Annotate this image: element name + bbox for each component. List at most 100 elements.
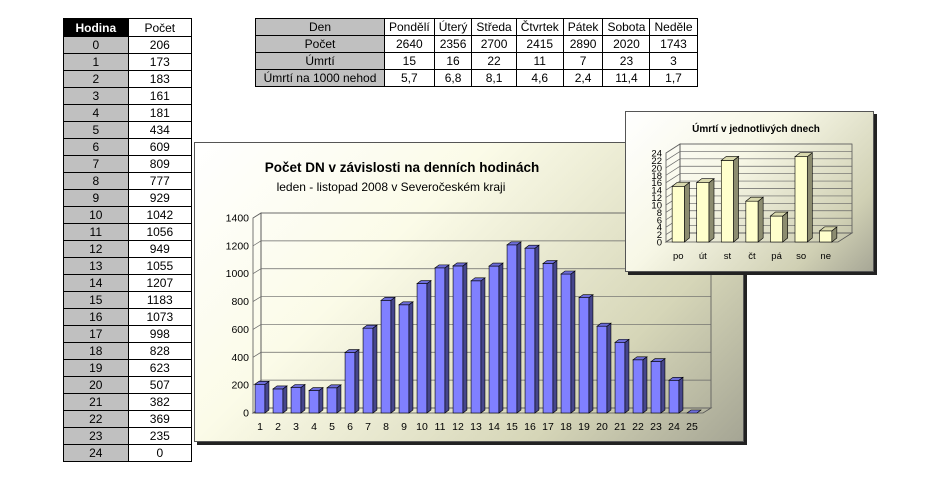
hour-cell: 6 xyxy=(63,138,129,156)
bar-front xyxy=(398,304,410,414)
x-tick-label: 23 xyxy=(650,421,662,433)
bar-front xyxy=(290,387,302,414)
x-tick-label: 24 xyxy=(668,421,680,433)
hour-cell: 20 xyxy=(63,376,129,394)
bar-front xyxy=(452,265,464,414)
weekday-value-cell: 23 xyxy=(602,52,651,70)
weekday-value-cell: 5,7 xyxy=(384,69,435,87)
weekday-value-cell: 6,8 xyxy=(433,69,473,87)
hour-cell: 16 xyxy=(63,308,129,326)
x-tick-label: 6 xyxy=(347,421,353,433)
weekday-header: Neděle xyxy=(649,18,698,36)
hour-cell: 1 xyxy=(63,53,129,71)
x-tick-label: út xyxy=(699,251,707,262)
bar xyxy=(668,376,684,414)
bar-side xyxy=(444,264,450,414)
bar-side xyxy=(534,244,540,414)
bar-front xyxy=(380,300,392,414)
bar-top xyxy=(272,385,288,390)
weekday-value-cell: 3 xyxy=(649,52,698,70)
y-tick-label: 10 xyxy=(651,200,662,211)
bar-side xyxy=(372,324,378,414)
bar-front xyxy=(696,182,710,243)
bar-front xyxy=(671,186,685,243)
hour-cell: 8 xyxy=(63,172,129,190)
bar-side xyxy=(318,386,324,414)
bar xyxy=(272,385,288,414)
gridline xyxy=(665,158,852,169)
bar-side xyxy=(684,181,690,243)
weekday-table: Den Pondělí Úterý Středa Čtvrtek Pátek Sobota… xyxy=(255,18,698,87)
bar-top xyxy=(470,277,486,282)
hour-cell: 2 xyxy=(63,70,129,88)
y-tick-label: 4 xyxy=(657,223,662,234)
y-tick-label: 24 xyxy=(651,149,662,160)
hour-cell: 22 xyxy=(63,410,129,428)
bar-top xyxy=(578,294,594,298)
bar-front xyxy=(770,215,784,243)
bar xyxy=(434,264,450,414)
bar-front xyxy=(614,342,626,414)
weekday-row: Úmrtí na 1000 nehod 5,7 6,8 8,1 4,6 2,4 11,4 1,… xyxy=(255,69,698,87)
bar xyxy=(416,280,432,414)
hour-cell: 23 xyxy=(63,427,129,445)
x-tick-label: pá xyxy=(771,251,782,262)
bar-front xyxy=(596,325,608,414)
bar-side xyxy=(282,385,288,414)
x-tick-label: 22 xyxy=(632,421,644,433)
bar-top xyxy=(434,264,450,269)
gridline xyxy=(665,151,852,161)
y-tick-label: 1000 xyxy=(226,268,250,280)
hour-cell: 19 xyxy=(63,359,129,377)
hourly-accidents-plot: Počet DN v závislosti na denních hodinác… xyxy=(226,160,713,433)
bar-side xyxy=(733,155,739,243)
y-tick-label: 0 xyxy=(243,408,249,420)
count-cell: 1183 xyxy=(127,291,193,309)
weekday-value-cell: 2640 xyxy=(384,35,435,53)
bar-top xyxy=(614,339,630,343)
weekday-value-cell: 2,4 xyxy=(562,69,604,87)
bar-top xyxy=(290,384,306,388)
bar xyxy=(470,277,486,414)
hour-count-table: Hodina Počet 0 206 1 173 2 183 3 161 4 181 5 434 6 60… xyxy=(63,18,193,462)
weekday-value-cell: 4,6 xyxy=(515,69,564,87)
hour-row: 12 949 xyxy=(63,240,193,258)
count-cell: 998 xyxy=(127,325,193,343)
count-cell: 434 xyxy=(127,121,193,139)
bar xyxy=(720,155,740,243)
bar xyxy=(524,244,540,414)
bar-front xyxy=(650,361,662,414)
weekday-header: Středa xyxy=(471,18,517,36)
bar-front xyxy=(362,327,374,414)
bar-side xyxy=(264,380,270,414)
hour-row: 10 1042 xyxy=(63,206,193,224)
weekday-value-cell: 8,1 xyxy=(471,69,517,87)
hour-row: 8 777 xyxy=(63,172,193,190)
bar-side xyxy=(642,356,648,414)
weekday-value-cell: 11,4 xyxy=(602,69,651,87)
x-tick-label: so xyxy=(796,251,806,262)
bar xyxy=(290,383,306,414)
count-cell: 949 xyxy=(127,240,193,258)
bar-top xyxy=(506,241,522,246)
hour-cell: 18 xyxy=(63,342,129,360)
bar-top xyxy=(380,297,396,301)
bar-side xyxy=(426,280,432,414)
bar-front xyxy=(506,244,518,414)
x-tick-label: 15 xyxy=(506,421,518,433)
bar-top xyxy=(596,322,612,327)
bar-side xyxy=(480,277,486,414)
bar-top xyxy=(308,387,324,391)
count-cell: 235 xyxy=(127,427,193,445)
count-cell: 929 xyxy=(127,189,193,207)
y-tick-label: 1200 xyxy=(226,240,250,252)
hour-column-header: Hodina xyxy=(63,18,129,37)
y-tick-label: 200 xyxy=(231,380,249,392)
hour-row: 7 809 xyxy=(63,155,193,173)
bar-side xyxy=(552,259,558,414)
count-cell: 206 xyxy=(127,36,193,54)
y-tick-label: 18 xyxy=(651,171,662,182)
bar-front xyxy=(344,352,356,414)
bar xyxy=(632,356,648,414)
x-tick-label: 14 xyxy=(488,421,500,433)
